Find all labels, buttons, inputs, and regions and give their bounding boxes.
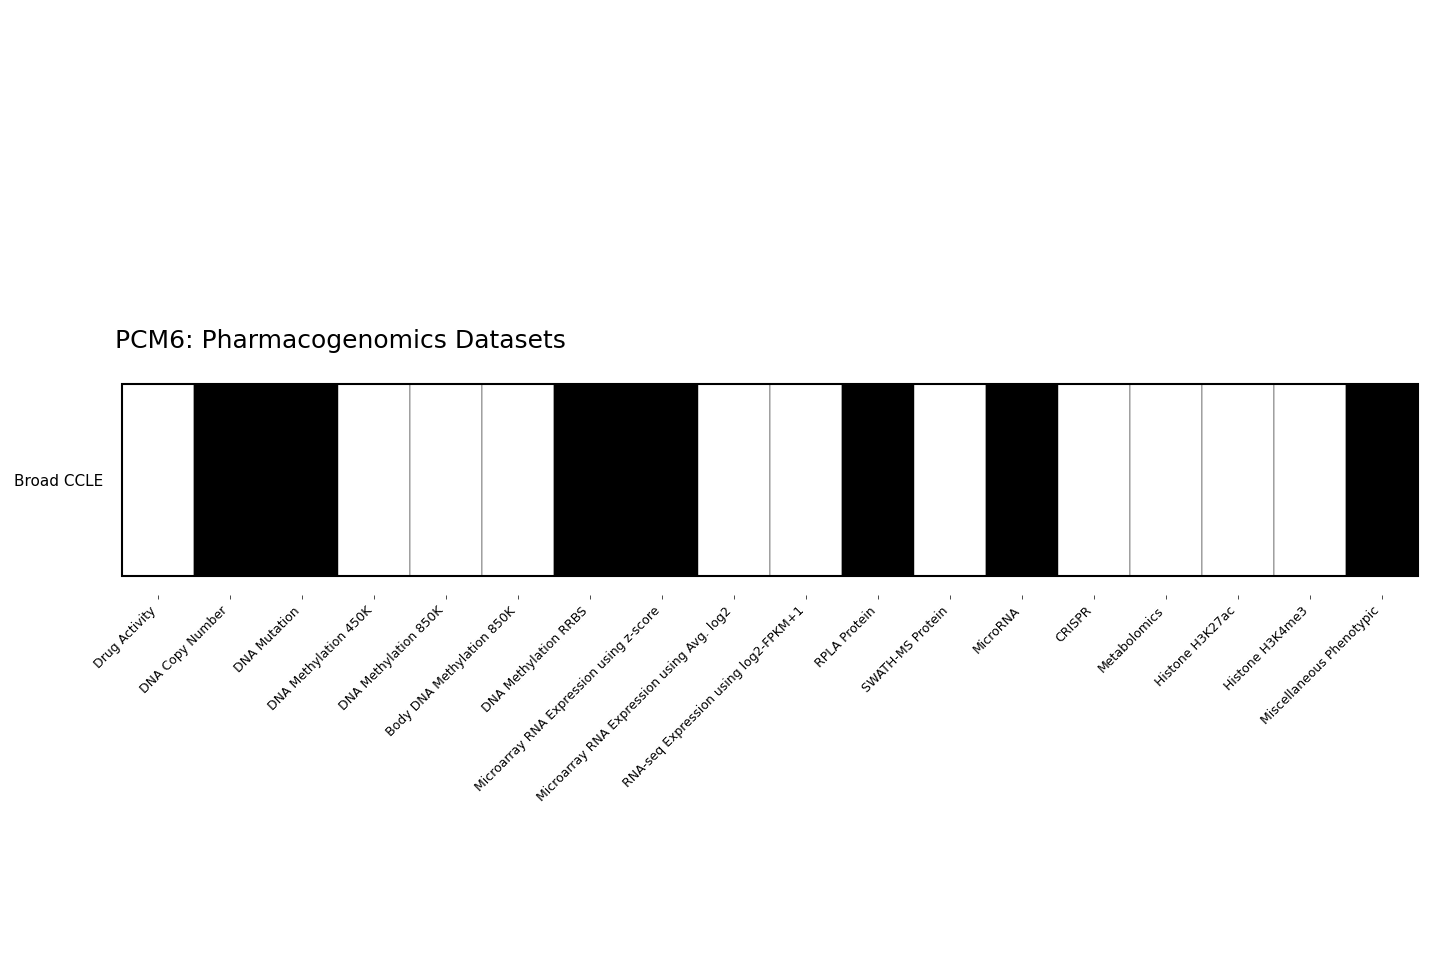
Bar [266,384,338,576]
Bar [914,384,986,576]
Bar [554,384,626,576]
Bar [1130,384,1202,576]
Text: PCM6: Pharmacogenomics Datasets: PCM6: Pharmacogenomics Datasets [115,329,566,353]
Bar [1202,384,1274,576]
Bar [482,384,554,576]
Bar [770,384,842,576]
Bar [1058,384,1130,576]
Bar [410,384,482,576]
Bar [1274,384,1346,576]
Bar [986,384,1058,576]
Bar [842,384,914,576]
Bar [626,384,698,576]
Bar [122,384,194,576]
Bar [122,384,1418,576]
Bar [338,384,410,576]
Bar [1346,384,1418,576]
Bar [194,384,266,576]
Bar [698,384,770,576]
